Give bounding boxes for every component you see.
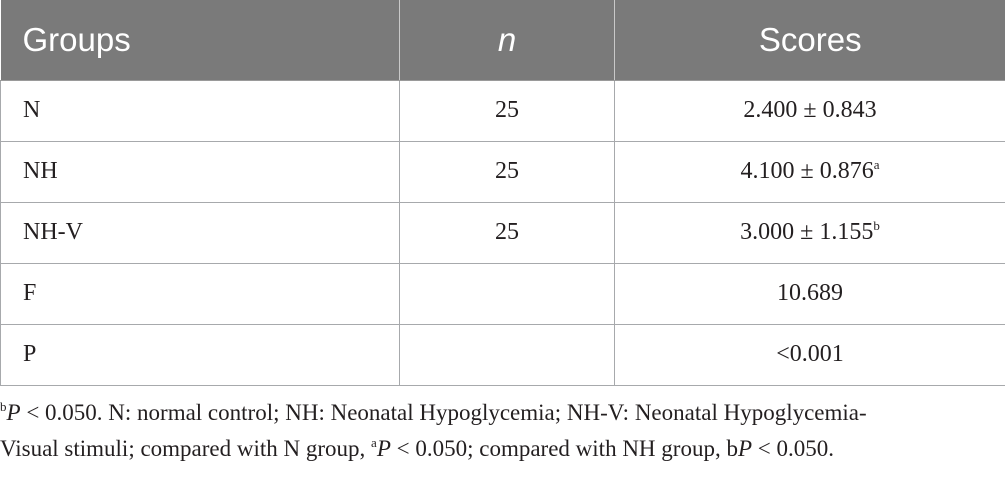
score-value: 10.689 [777,280,843,306]
cell-n [399,323,615,386]
footnote-text: < 0.050. [752,436,834,461]
table-row: P <0.001 [0,323,1005,386]
cell-group: NH [0,140,400,203]
cell-score: 10.689 [614,262,1005,325]
cell-group: P [0,323,400,386]
score-value: 3.000 ± 1.155 [740,219,874,245]
score-superscript: a [873,157,880,172]
cell-group: NH-V [0,201,400,264]
footnote-text: < 0.050. N: normal control; NH: Neonatal… [20,400,867,425]
cell-n: 25 [399,79,615,142]
cell-n: 25 [399,201,615,264]
footnote-text: < 0.050; compared with NH group, b [390,436,738,461]
footnote-p-italic: P [6,400,21,425]
score-superscript: b [873,218,880,233]
footnote-superscript-a: a [371,435,377,450]
cell-score: 4.100 ± 0.876a [614,140,1005,203]
header-scores: Scores [614,0,1005,81]
table-header: Groups n Scores [0,0,1005,81]
header-n: n [399,0,615,81]
table-row: NH 25 4.100 ± 0.876a [0,140,1005,203]
cell-group: N [0,79,400,142]
header-groups: Groups [0,0,400,81]
cell-score: 3.000 ± 1.155b [614,201,1005,264]
header-n-label: n [497,20,517,58]
footnote-line-2: Visual stimuli; compared with N group, a… [0,431,1005,467]
table-footnote: bP < 0.050. N: normal control; NH: Neona… [0,395,1005,467]
header-row: Groups n Scores [0,0,1005,81]
footnote-line-1: bP < 0.050. N: normal control; NH: Neona… [0,395,1005,431]
table-row: F 10.689 [0,262,1005,325]
cell-score: 2.400 ± 0.843 [614,79,1005,142]
table-row: N 25 2.400 ± 0.843 [0,79,1005,142]
score-value: 2.400 ± 0.843 [743,97,877,123]
cell-n: 25 [399,140,615,203]
footnote-p-italic: P [376,436,391,461]
score-value: <0.001 [776,341,844,367]
cell-score: <0.001 [614,323,1005,386]
footnote-p-italic: P [737,436,753,461]
table-row: NH-V 25 3.000 ± 1.155b [0,201,1005,264]
table-body: N 25 2.400 ± 0.843 NH 25 4.100 ± 0.876a … [0,79,1005,386]
score-value: 4.100 ± 0.876 [740,158,874,184]
cell-group: F [0,262,400,325]
footnote-superscript-b: b [0,399,7,414]
results-table: Groups n Scores N 25 2.400 ± 0.843 NH 25… [0,0,1005,386]
footnote-text: Visual stimuli; compared with N group, [0,436,372,461]
cell-n [399,262,615,325]
